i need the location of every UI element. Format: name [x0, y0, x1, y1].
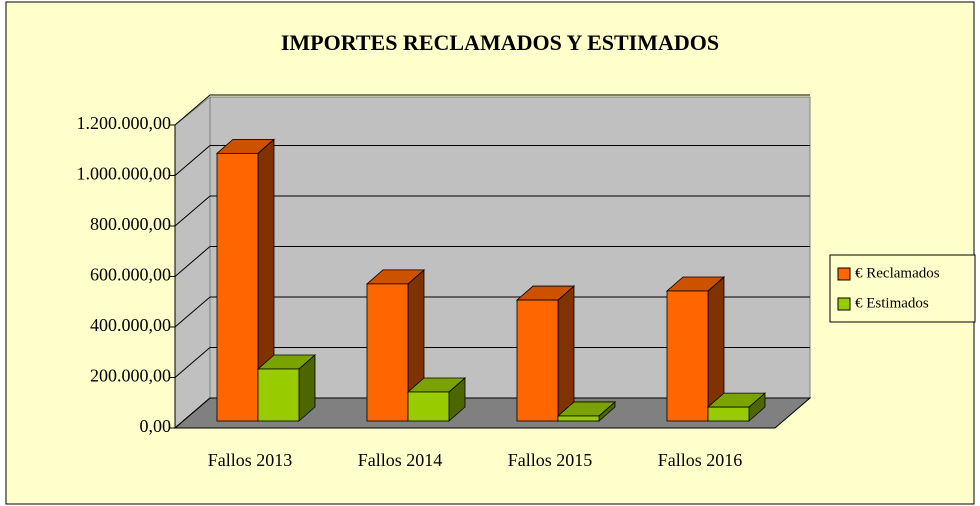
x-tick-label: Fallos 2013 — [208, 450, 293, 470]
bar-front — [366, 283, 409, 422]
bar — [515, 285, 576, 422]
bar-front — [257, 368, 300, 422]
legend — [829, 254, 976, 323]
bar-front — [666, 290, 709, 422]
grid-line — [174, 195, 211, 227]
bar-front — [216, 152, 259, 422]
grid-line — [174, 397, 211, 429]
y-tick-label: 1.200.000,00 — [77, 113, 172, 133]
y-tick-label: 1.000.000,00 — [77, 164, 172, 184]
legend-label: € Reclamados — [855, 265, 940, 281]
y-tick-label: 600.000,00 — [90, 265, 171, 285]
x-tick-label: Fallos 2014 — [358, 450, 443, 470]
bar-side — [557, 285, 575, 422]
x-tick-label: Fallos 2016 — [658, 450, 743, 470]
chart-title: IMPORTES RECLAMADOS Y ESTIMADOS — [281, 30, 719, 55]
y-tick-label: 200.000,00 — [90, 366, 171, 386]
grid-line — [174, 296, 211, 328]
bar — [256, 354, 317, 422]
grid-line — [174, 94, 211, 126]
y-tick-label: 800.000,00 — [90, 214, 171, 234]
legend-label: € Estimados — [855, 295, 929, 311]
bar-front — [707, 406, 750, 422]
side-wall — [174, 95, 211, 430]
grid-line — [174, 246, 211, 277]
grid-line — [174, 145, 211, 176]
y-tick-label: 0,00 — [140, 416, 172, 436]
legend-swatch — [837, 267, 851, 281]
grid-line — [174, 347, 211, 378]
bar — [556, 401, 617, 422]
bar — [665, 276, 726, 422]
x-tick-label: Fallos 2015 — [508, 450, 593, 470]
y-tick-label: 400.000,00 — [90, 315, 171, 335]
bar — [406, 377, 467, 422]
bar-front — [516, 299, 559, 422]
legend-swatch — [837, 297, 851, 311]
bar — [706, 392, 767, 422]
bar-front — [407, 391, 450, 422]
bar-front — [557, 415, 600, 422]
